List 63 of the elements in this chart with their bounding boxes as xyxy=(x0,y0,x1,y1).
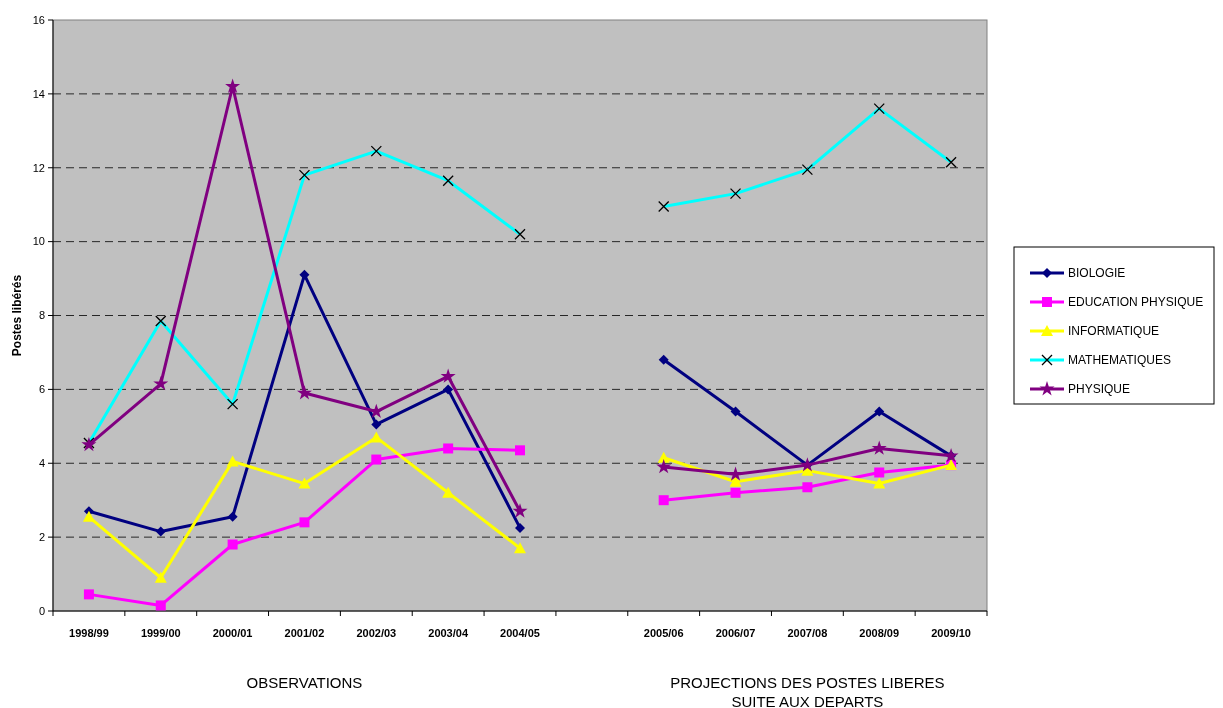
point xyxy=(298,477,311,489)
point xyxy=(296,385,312,400)
point xyxy=(874,406,885,417)
point xyxy=(371,454,382,465)
y-tick-label: 16 xyxy=(32,13,45,26)
y-tick-label: 14 xyxy=(32,87,45,100)
legend-label: BIOLOGIE xyxy=(1068,266,1126,281)
x-tick-label: 2007/08 xyxy=(787,627,828,639)
y-tick-label: 8 xyxy=(38,309,45,322)
y-axis-title: Postes libérés xyxy=(10,274,24,357)
point xyxy=(871,440,887,455)
x-tick-label: 1999/00 xyxy=(140,627,181,639)
point xyxy=(730,406,741,417)
y-tick-label: 4 xyxy=(38,457,45,470)
point xyxy=(658,354,669,365)
point xyxy=(227,539,238,550)
point xyxy=(225,78,241,93)
y-tick-label: 2 xyxy=(38,530,45,543)
point xyxy=(226,455,239,467)
point xyxy=(299,269,310,280)
point xyxy=(83,589,94,600)
x-tick-label: 2001/02 xyxy=(284,627,325,639)
point xyxy=(440,368,456,383)
point xyxy=(515,445,525,456)
point xyxy=(512,503,528,518)
y-tick-label: 0 xyxy=(38,604,45,617)
point xyxy=(155,600,166,611)
point xyxy=(657,451,670,463)
text: OBSERVATIONS xyxy=(246,674,363,691)
y-tick-label: 6 xyxy=(38,383,45,396)
legend-label: PHYSIQUE xyxy=(1068,382,1131,397)
point xyxy=(874,467,885,478)
point xyxy=(443,443,454,454)
x-tick-label: 2006/07 xyxy=(715,627,756,639)
point xyxy=(299,517,310,528)
x-tick-label: 2008/09 xyxy=(859,627,900,639)
x-tick-label: 2009/10 xyxy=(931,627,971,639)
y-tick-label: 12 xyxy=(32,161,45,174)
x-tick-label: 1998/99 xyxy=(69,627,109,639)
point xyxy=(227,511,238,522)
point xyxy=(514,542,526,554)
point xyxy=(873,477,886,489)
legend-label: INFORMATIQUE xyxy=(1068,324,1160,339)
x-tick-label: 2002/03 xyxy=(356,627,397,639)
legend-label: EDUCATION PHYSIQUE xyxy=(1068,295,1204,310)
point xyxy=(153,375,169,391)
point xyxy=(658,495,669,506)
point xyxy=(155,526,166,537)
point xyxy=(443,384,454,395)
point xyxy=(802,482,813,493)
point xyxy=(154,571,167,583)
y-tick-label: 10 xyxy=(32,235,45,248)
text: PROJECTIONS DES POSTES LIBERES SUITE AUX DEPARTS xyxy=(670,674,945,708)
point xyxy=(515,522,525,533)
legend-label: MATHEMATIQUES xyxy=(1068,353,1171,368)
x-tick-label: 2000/01 xyxy=(212,627,253,639)
x-tick-label: 2005/06 xyxy=(643,627,684,639)
point xyxy=(371,419,382,430)
x-tick-label: 2004/05 xyxy=(500,627,540,639)
point xyxy=(656,459,672,474)
point xyxy=(730,487,741,498)
point xyxy=(82,510,95,522)
x-tick-label: 2003/04 xyxy=(428,627,469,639)
